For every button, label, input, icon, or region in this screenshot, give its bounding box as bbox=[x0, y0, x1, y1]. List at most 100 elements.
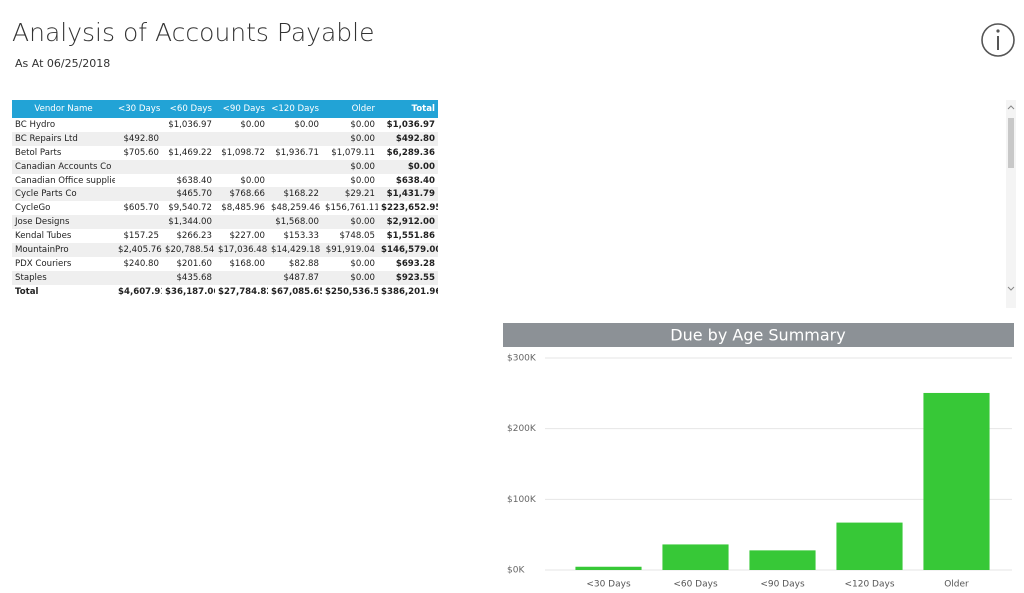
table-cell: $1,551.86 bbox=[386, 231, 435, 242]
column-header: Total bbox=[378, 100, 438, 118]
scrollbar bbox=[1006, 100, 1016, 308]
table-row: Cycle Parts Co $465.70 $768.66 $168.22 $29.2… bbox=[12, 187, 438, 202]
y-tick-label: $300K bbox=[507, 354, 537, 364]
table-cell bbox=[115, 215, 162, 230]
total-row: Total $4,607.91 $36,187.06 $27,784.82 $67,08… bbox=[12, 284, 438, 299]
table-cell bbox=[162, 131, 215, 146]
table-cell: $492.80 bbox=[115, 131, 162, 146]
table-cell bbox=[162, 159, 215, 174]
table-cell: BC Hydro bbox=[15, 119, 56, 130]
table-cell: $0.00 bbox=[322, 270, 378, 285]
info-icon bbox=[981, 23, 1015, 57]
table-cell: Betol Parts bbox=[15, 147, 62, 158]
table-cell bbox=[115, 187, 162, 202]
table-cell: $48,259.46 bbox=[271, 203, 321, 214]
header-row: Vendor Name <30 Days <60 Days <90 Days <120 … bbox=[12, 100, 438, 118]
scroll-thumb bbox=[1008, 118, 1014, 168]
x-tick-label: Older bbox=[944, 580, 969, 590]
total-cell: $36,187.06 bbox=[162, 284, 215, 299]
table-row: Jose Designs $1,344.00 $1,568.00 $0.00 $2,91… bbox=[12, 215, 438, 230]
bar bbox=[923, 392, 990, 570]
table-cell: $492.80 bbox=[378, 131, 438, 146]
table-cell bbox=[115, 118, 162, 132]
column-header: <120 Days bbox=[268, 100, 322, 118]
table-cell: $748.05 bbox=[339, 231, 375, 242]
table-cell: $223,652.95 bbox=[381, 203, 438, 214]
table-cell: $0.00 bbox=[350, 258, 375, 269]
table-cell: $266.23 bbox=[176, 231, 212, 242]
table-row: CycleGo $605.70 $9,540.72 $8,485.96 $48,259.… bbox=[12, 201, 438, 215]
bar bbox=[575, 566, 642, 570]
table-cell: Cycle Parts Co bbox=[12, 187, 115, 202]
x-tick-label: <30 Days bbox=[586, 580, 631, 590]
scroll-arrows bbox=[1007, 105, 1015, 291]
table-cell: $146,579.00 bbox=[378, 243, 438, 257]
table-cell: $638.40 bbox=[395, 175, 435, 186]
table-cell: $0.00 bbox=[378, 159, 438, 174]
x-tick-label: <120 Days bbox=[844, 580, 894, 590]
table-cell: $0.00 bbox=[350, 175, 375, 186]
table-cell bbox=[268, 131, 322, 146]
table-row: MountainPro $2,405.76 $20,788.54 $17,036.48… bbox=[12, 243, 438, 257]
table-cell: PDX Couriers bbox=[15, 258, 72, 269]
total-cell: $27,784.82 bbox=[215, 284, 268, 299]
table-cell: $465.70 bbox=[162, 187, 215, 202]
table-row: PDX Couriers $240.80 $201.60 $168.00 $82.88 $… bbox=[12, 257, 438, 271]
bar bbox=[662, 544, 729, 570]
table-cell: $9,540.72 bbox=[168, 203, 212, 214]
table-cell: $0.00 bbox=[240, 119, 265, 130]
table-cell: $240.80 bbox=[123, 258, 159, 269]
table-row: Betol Parts $705.60 $1,469.22 $1,098.72 $1,9… bbox=[12, 146, 438, 160]
table-cell bbox=[268, 159, 322, 174]
table-cell: $20,788.54 bbox=[162, 243, 215, 257]
table-cell: $605.70 bbox=[123, 203, 159, 214]
table-cell: $8,485.96 bbox=[221, 203, 265, 214]
table-row: Canadian Office supplies $638.40 $0.00 $0.0… bbox=[12, 174, 438, 188]
table-cell: $17,036.48 bbox=[215, 243, 268, 257]
table-row: Staples $435.68 $487.87 $0.00 $923.55 bbox=[12, 270, 438, 285]
table-cell: CycleGo bbox=[15, 203, 51, 214]
table-cell bbox=[115, 270, 162, 285]
table-cell: $0.00 bbox=[322, 215, 378, 230]
column-header: <30 Days bbox=[115, 100, 162, 118]
table-row: BC Hydro $1,036.97 $0.00 $0.00 $0.00 $1,036.9… bbox=[12, 118, 438, 132]
table-cell: $1,036.97 bbox=[168, 119, 212, 130]
table-cell: Canadian Accounts Co bbox=[12, 159, 115, 174]
table-cell: Staples bbox=[12, 270, 115, 285]
contacts-viewport[interactable]: Vendor NameMain AddressTelephoneMobileEm… bbox=[503, 98, 952, 309]
table-cell: Canadian Office supplies bbox=[15, 175, 115, 186]
table-cell: $153.33 bbox=[283, 231, 319, 242]
table-cell bbox=[215, 270, 268, 285]
column-header: Vendor Name bbox=[12, 100, 115, 118]
total-cell: $386,201.96 bbox=[378, 284, 438, 299]
table-cell: $0.00 bbox=[240, 175, 265, 186]
table-cell: $168.22 bbox=[268, 187, 322, 202]
table-cell bbox=[115, 174, 162, 188]
total-cell: $67,085.65 bbox=[268, 284, 322, 299]
table-cell: $156,761.11 bbox=[325, 203, 378, 214]
y-tick-label: $100K bbox=[507, 495, 537, 505]
table-cell: $91,919.04 bbox=[322, 243, 378, 257]
table-cell: $1,568.00 bbox=[268, 215, 322, 230]
table-cell: $1,431.79 bbox=[378, 187, 438, 202]
table-cell bbox=[215, 159, 268, 174]
table-cell: $2,912.00 bbox=[378, 215, 438, 230]
table-row: BC Repairs Ltd $492.80 $0.00 $492.80 bbox=[12, 131, 438, 146]
column-header: <60 Days bbox=[162, 100, 215, 118]
report-subtitle: As At 06/25/2018 bbox=[15, 57, 111, 70]
table-cell: $0.00 bbox=[322, 131, 378, 146]
table-cell: $1,036.97 bbox=[386, 119, 435, 130]
table-cell: MountainPro bbox=[12, 243, 115, 257]
table-cell: $168.00 bbox=[229, 258, 265, 269]
table-cell: $1,936.71 bbox=[275, 147, 319, 158]
table-cell: $82.88 bbox=[288, 258, 319, 269]
x-tick-label: <60 Days bbox=[673, 580, 718, 590]
table-cell: $14,429.18 bbox=[268, 243, 322, 257]
table-cell: $29.21 bbox=[322, 187, 378, 202]
bar bbox=[749, 550, 816, 570]
table-cell: $705.60 bbox=[123, 147, 159, 158]
aging-table: Vendor Name <30 Days <60 Days <90 Days <120 … bbox=[12, 100, 438, 299]
total-cell: $4,607.91 bbox=[115, 284, 162, 299]
info-dot bbox=[996, 29, 1000, 33]
